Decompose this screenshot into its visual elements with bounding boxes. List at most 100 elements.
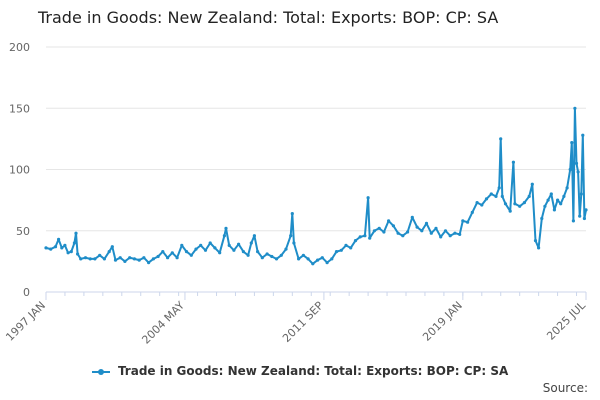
data-point[interactable]	[461, 219, 465, 223]
data-point[interactable]	[503, 202, 508, 206]
data-point[interactable]	[279, 253, 283, 257]
data-point[interactable]	[270, 254, 274, 259]
data-point[interactable]	[83, 256, 88, 260]
data-point[interactable]	[156, 254, 160, 259]
data-point[interactable]	[565, 186, 569, 190]
data-point[interactable]	[458, 232, 462, 236]
data-point[interactable]	[53, 245, 58, 249]
data-point[interactable]	[128, 256, 132, 260]
data-point[interactable]	[434, 226, 438, 230]
data-point[interactable]	[227, 243, 231, 247]
data-point[interactable]	[274, 257, 279, 261]
data-point[interactable]	[571, 219, 576, 223]
data-point[interactable]	[184, 250, 189, 254]
data-point[interactable]	[353, 239, 358, 243]
data-point[interactable]	[69, 250, 73, 254]
data-point[interactable]	[537, 246, 541, 250]
data-point[interactable]	[199, 243, 203, 247]
data-point[interactable]	[439, 235, 443, 239]
data-point[interactable]	[559, 202, 563, 206]
data-point[interactable]	[508, 209, 512, 213]
data-point[interactable]	[382, 230, 386, 234]
data-point[interactable]	[256, 250, 260, 254]
data-point[interactable]	[582, 216, 587, 221]
data-point[interactable]	[76, 252, 80, 256]
data-point[interactable]	[113, 258, 118, 262]
data-point[interactable]	[123, 259, 127, 263]
data-point[interactable]	[527, 194, 531, 198]
data-point[interactable]	[290, 212, 294, 216]
data-point[interactable]	[497, 186, 501, 190]
data-point[interactable]	[339, 248, 343, 252]
data-point[interactable]	[289, 234, 293, 238]
data-point[interactable]	[475, 201, 479, 205]
data-point[interactable]	[443, 229, 448, 233]
data-point[interactable]	[249, 241, 253, 245]
data-point[interactable]	[49, 247, 53, 251]
data-point[interactable]	[222, 234, 226, 238]
data-point[interactable]	[500, 194, 504, 198]
data-point[interactable]	[429, 231, 433, 235]
data-point[interactable]	[391, 224, 395, 228]
data-point[interactable]	[151, 257, 155, 261]
data-point[interactable]	[161, 250, 165, 254]
data-point[interactable]	[208, 241, 212, 245]
data-point[interactable]	[330, 257, 334, 261]
data-point[interactable]	[252, 234, 256, 238]
data-point[interactable]	[358, 235, 362, 239]
data-point[interactable]	[316, 258, 320, 262]
data-point[interactable]	[297, 257, 301, 261]
data-point[interactable]	[420, 229, 424, 233]
data-point[interactable]	[301, 253, 305, 257]
series-line[interactable]	[45, 107, 587, 265]
data-point[interactable]	[265, 252, 269, 256]
data-point[interactable]	[44, 246, 48, 250]
data-point[interactable]	[453, 231, 457, 235]
data-point[interactable]	[66, 251, 70, 255]
data-point[interactable]	[118, 256, 122, 260]
data-point[interactable]	[406, 230, 410, 234]
data-point[interactable]	[60, 246, 64, 250]
data-point[interactable]	[581, 133, 585, 137]
data-point[interactable]	[570, 141, 574, 145]
data-point[interactable]	[107, 250, 111, 254]
data-point[interactable]	[573, 106, 577, 110]
data-point[interactable]	[562, 194, 566, 198]
data-point[interactable]	[232, 248, 236, 252]
data-point[interactable]	[180, 243, 184, 247]
data-point[interactable]	[533, 239, 538, 243]
data-point[interactable]	[166, 256, 170, 260]
data-point[interactable]	[368, 236, 372, 240]
data-point[interactable]	[292, 241, 296, 245]
data-point[interactable]	[320, 256, 324, 260]
legend[interactable]: Trade in Goods: New Zealand: Total: Expo…	[0, 364, 600, 378]
data-point[interactable]	[396, 231, 400, 235]
data-point[interactable]	[372, 229, 376, 233]
data-point[interactable]	[377, 226, 381, 230]
data-point[interactable]	[489, 192, 493, 196]
data-point[interactable]	[132, 257, 136, 261]
data-point[interactable]	[549, 192, 553, 196]
data-point[interactable]	[480, 203, 484, 207]
data-point[interactable]	[540, 216, 544, 221]
data-point[interactable]	[579, 192, 583, 196]
data-point[interactable]	[57, 237, 61, 241]
data-point[interactable]	[260, 256, 264, 260]
data-point[interactable]	[470, 210, 474, 214]
data-point[interactable]	[568, 167, 572, 172]
data-point[interactable]	[306, 257, 310, 261]
data-point[interactable]	[387, 219, 391, 223]
data-point[interactable]	[410, 215, 414, 219]
data-point[interactable]	[584, 208, 588, 212]
data-point[interactable]	[74, 231, 78, 235]
data-point[interactable]	[224, 226, 228, 230]
data-point[interactable]	[88, 257, 92, 261]
data-point[interactable]	[552, 208, 557, 212]
data-point[interactable]	[494, 194, 498, 198]
data-point[interactable]	[102, 257, 106, 261]
data-point[interactable]	[484, 197, 489, 201]
data-point[interactable]	[349, 246, 353, 250]
data-point[interactable]	[203, 248, 208, 252]
data-point[interactable]	[556, 198, 560, 202]
data-point[interactable]	[137, 258, 141, 262]
